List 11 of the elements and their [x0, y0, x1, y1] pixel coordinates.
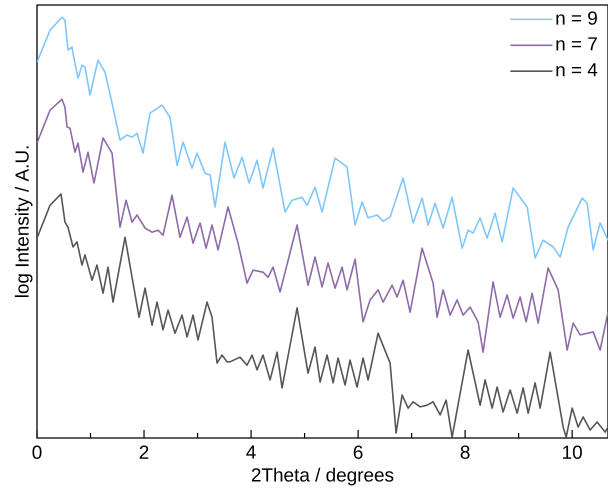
legend-label: n = 9	[556, 11, 597, 25]
legend-label: n = 7	[556, 37, 597, 50]
x-axis-title: 2Theta / degrees	[252, 468, 394, 486]
legend-label: n = 4	[556, 63, 598, 76]
x-tick-label: 6	[354, 446, 363, 459]
x-tick-label: 10	[563, 446, 582, 459]
x-tick-label: 0	[32, 446, 42, 459]
x-tick-label: 2	[140, 446, 148, 459]
x-tick-label: 8	[460, 446, 470, 459]
y-axis-title: log Intensity / A.U.	[14, 146, 32, 298]
x-tick-label: 4	[246, 446, 256, 459]
